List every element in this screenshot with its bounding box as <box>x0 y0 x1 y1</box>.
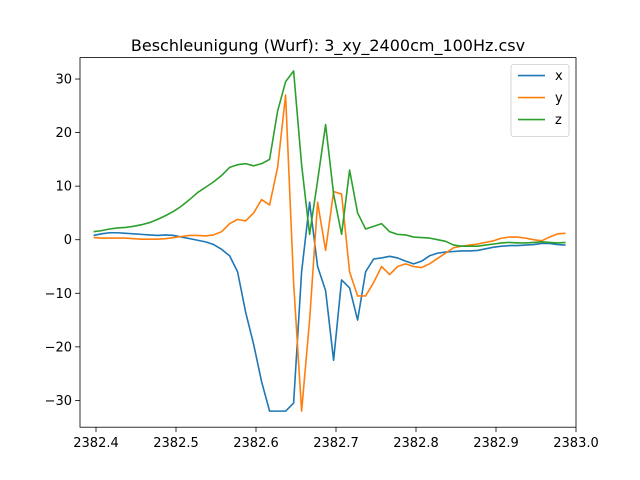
chart-title: Beschleunigung (Wurf): 3_xy_2400cm_100Hz… <box>131 36 525 56</box>
y-tick-label: 10 <box>55 180 72 195</box>
y-tick-label: −10 <box>45 287 72 302</box>
plot-frame <box>79 57 577 428</box>
x-tick-label: 2383.0 <box>553 436 599 451</box>
legend-label-x: x <box>555 69 563 84</box>
y-tick-label: 20 <box>55 126 72 141</box>
y-tick-label: 0 <box>64 233 72 248</box>
y-tick-label: −30 <box>45 394 72 409</box>
series-line-y <box>93 94 566 412</box>
x-tick-label: 2382.8 <box>393 436 439 451</box>
plot-area: 2382.4 2382.5 2382.6 2382.7 2382.8 2382.9 2383… <box>45 57 599 452</box>
x-tick-label: 2382.4 <box>73 436 119 451</box>
series-lines <box>93 70 566 412</box>
x-tick-label: 2382.9 <box>473 436 519 451</box>
series-line-z <box>93 70 566 247</box>
x-tick-label: 2382.6 <box>233 436 279 451</box>
plot-background <box>80 57 576 428</box>
legend-box <box>510 64 570 137</box>
axes: 2382.4 2382.5 2382.6 2382.7 2382.8 2382.9 2383… <box>45 73 599 452</box>
legend-label-y: y <box>555 91 563 106</box>
x-tick-label: 2382.5 <box>153 436 199 451</box>
series-line-x <box>93 201 566 412</box>
y-tick-label: 30 <box>55 73 72 88</box>
legend-label-z: z <box>555 113 562 128</box>
x-tick-label: 2382.7 <box>313 436 359 451</box>
y-tick-label: −20 <box>45 340 72 355</box>
legend: xyz <box>510 64 570 137</box>
